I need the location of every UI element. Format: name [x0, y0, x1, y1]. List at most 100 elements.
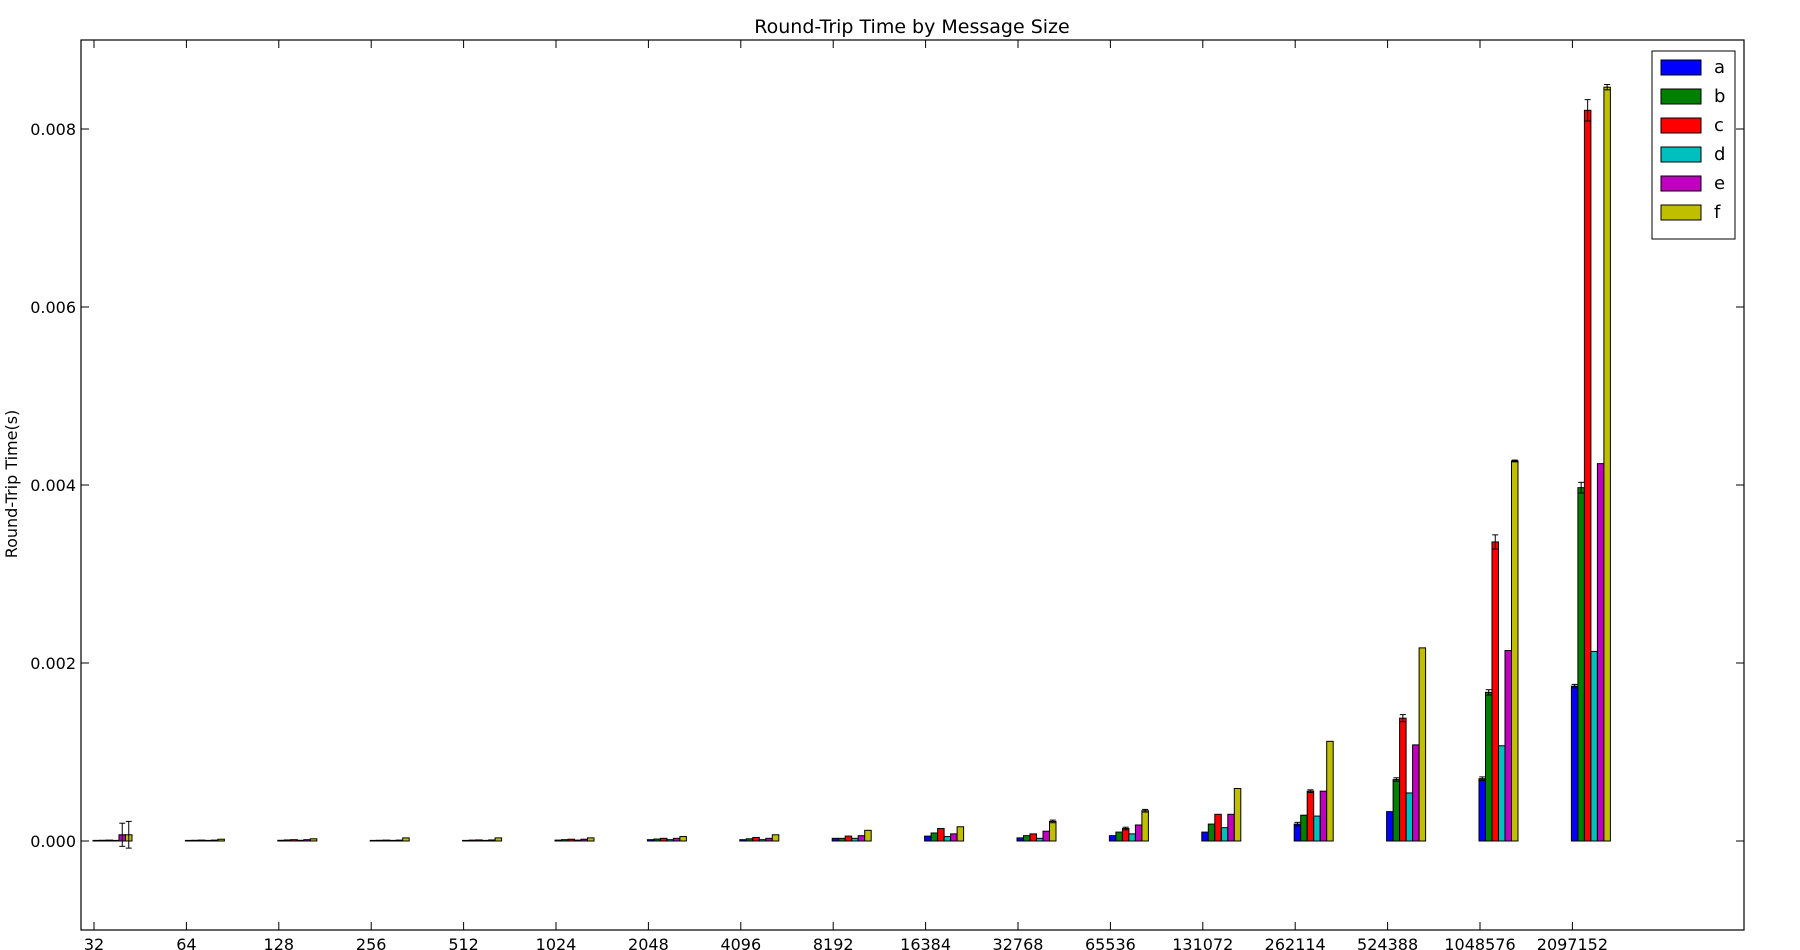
bar-a	[1293, 823, 1302, 842]
bar-d	[1128, 833, 1136, 842]
y-tick-label: 0.002	[30, 654, 76, 673]
bar-c	[844, 835, 853, 842]
bar-e	[950, 833, 958, 842]
bar-c	[659, 837, 668, 842]
bar-a	[1570, 685, 1579, 842]
bar-c	[1491, 541, 1499, 842]
bar-c	[197, 839, 206, 842]
legend-swatch-a	[1660, 59, 1702, 76]
bar-c	[752, 836, 760, 842]
y-tick-label: 0.004	[30, 476, 76, 495]
bar-a	[277, 839, 285, 842]
legend-label-f: f	[1714, 202, 1721, 223]
bar-e	[1319, 790, 1328, 842]
bar-d	[1036, 837, 1044, 842]
bar-e	[1504, 650, 1512, 842]
bar-f	[679, 836, 687, 842]
x-tick-label: 1048576	[1444, 935, 1515, 950]
legend-label-d: d	[1714, 144, 1725, 165]
bar-a	[924, 835, 932, 842]
bar-d	[943, 836, 952, 842]
bar-e	[1596, 463, 1605, 842]
bar-e	[395, 839, 404, 842]
bar-e	[765, 837, 773, 842]
bar-e	[580, 838, 588, 842]
x-tick-label: 2097152	[1537, 935, 1608, 950]
bar-a	[646, 839, 655, 842]
legend-label-a: a	[1714, 57, 1725, 78]
bar-a	[554, 839, 562, 842]
bar-a	[739, 839, 747, 842]
x-tick-label: 524388	[1357, 935, 1418, 950]
bar-c	[290, 839, 298, 842]
bar-e	[303, 839, 311, 842]
x-tick-label: 32	[84, 935, 104, 950]
bar-b	[468, 839, 477, 842]
x-tick-label: 64	[176, 935, 196, 950]
bar-b	[653, 838, 661, 842]
x-tick-label: 65536	[1085, 935, 1136, 950]
bar-f	[771, 834, 780, 842]
legend-label-e: e	[1714, 173, 1725, 194]
bar-f	[956, 826, 965, 842]
bar-f	[587, 837, 595, 842]
bar-c	[937, 828, 945, 842]
x-tick-label: 512	[448, 935, 479, 950]
bar-b	[1577, 487, 1585, 842]
bar-e	[210, 839, 219, 842]
bar-d	[1313, 815, 1321, 842]
bar-a	[92, 839, 100, 842]
bar-f	[1418, 647, 1427, 842]
legend-label-c: c	[1714, 115, 1724, 136]
bar-d	[204, 839, 212, 842]
legend-swatch-b	[1660, 88, 1702, 105]
legend-swatch-d	[1660, 146, 1702, 163]
bar-c	[1583, 109, 1592, 842]
x-tick-label: 32768	[993, 935, 1044, 950]
bar-e	[857, 835, 866, 842]
y-tick-label: 0.000	[30, 832, 76, 851]
bar-c	[382, 839, 391, 842]
bar-d	[1590, 650, 1598, 842]
bar-a	[1478, 778, 1486, 842]
x-tick-label: 2048	[628, 935, 669, 950]
plot-frame	[80, 39, 1745, 931]
bar-b	[930, 832, 939, 842]
bar-b	[1023, 835, 1031, 842]
bar-e	[1227, 813, 1235, 842]
bar-a	[1201, 831, 1209, 842]
bar-b	[376, 839, 384, 842]
bar-f	[864, 829, 872, 842]
bar-d	[666, 839, 674, 842]
bar-b	[283, 839, 292, 842]
bar-f	[494, 837, 503, 842]
bar-c	[567, 838, 575, 842]
bar-e	[1042, 830, 1050, 842]
bar-a	[1108, 835, 1117, 842]
legend-swatch-e	[1660, 175, 1702, 192]
bar-d	[574, 839, 582, 842]
bar-e	[488, 839, 496, 842]
bar-c	[1306, 790, 1315, 842]
bar-a	[831, 837, 840, 842]
bar-c	[1029, 833, 1037, 842]
bar-c	[105, 839, 113, 842]
bar-d	[112, 839, 120, 842]
y-tick-label: 0.006	[30, 298, 76, 317]
bar-f	[402, 837, 410, 842]
bar-b	[561, 839, 569, 842]
bar-a	[1016, 837, 1024, 842]
bar-f	[309, 838, 318, 842]
bar-a	[369, 839, 378, 842]
bar-c	[475, 839, 483, 842]
bar-b	[1207, 823, 1216, 842]
bar-b	[1392, 779, 1401, 842]
bar-d	[1498, 745, 1506, 842]
legend-swatch-f	[1660, 204, 1702, 221]
bar-f	[1233, 787, 1242, 842]
bar-e	[1134, 824, 1143, 842]
bar-b	[1115, 831, 1123, 842]
y-tick-label: 0.008	[30, 120, 76, 139]
